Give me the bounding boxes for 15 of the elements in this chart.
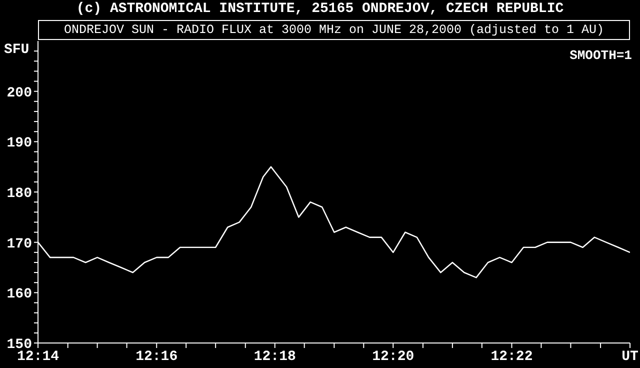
x-tick-label: UT xyxy=(622,348,638,365)
x-tick-label: 12:18 xyxy=(254,348,296,365)
y-tick-label: 170 xyxy=(6,236,32,252)
y-tick-label: 160 xyxy=(6,286,32,303)
y-axis-title: SFU xyxy=(4,42,30,58)
chart-title: ONDREJOV SUN - RADIO FLUX at 3000 MHz on JUNE 28,2000 (adjusted to 1 AU) xyxy=(38,20,630,40)
y-tick-label: 180 xyxy=(6,186,32,202)
x-tick-label: 12:22 xyxy=(490,348,533,365)
annotation: SMOOTH=1 xyxy=(570,48,632,63)
x-tick-label: 12:20 xyxy=(372,348,414,365)
y-tick-label: 190 xyxy=(6,136,32,152)
x-tick-label: 12:16 xyxy=(136,348,178,365)
y-tick-label: 200 xyxy=(6,85,32,102)
x-tick-label: 12:14 xyxy=(16,348,60,365)
text: (c) ASTRONOMICAL INSTITUTE, 25165 ONDREJOV, CZECH REPUBLIC xyxy=(75,1,565,17)
